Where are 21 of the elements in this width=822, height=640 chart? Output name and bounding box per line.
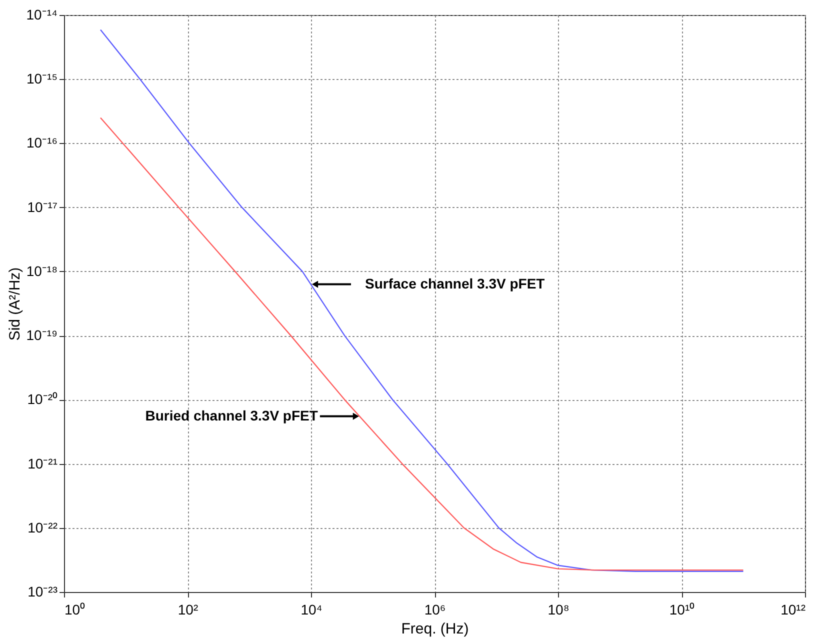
annotation: Buried channel 3.3V pFET	[145, 407, 318, 424]
annotation: Surface channel 3.3V pFET	[365, 275, 546, 292]
x-tick-label: 10⁸	[548, 602, 570, 618]
x-tick-label: 10²	[178, 602, 198, 618]
x-tick-label: 10¹²	[780, 602, 806, 618]
x-tick-label: 10¹⁰	[669, 602, 695, 618]
y-tick-label: 10⁻²¹	[28, 455, 58, 472]
y-axis-title: Sid (A²/Hz)	[6, 267, 24, 341]
y-tick-label: 10⁻¹⁵	[26, 70, 58, 87]
y-tick-label: 10⁻¹⁹	[26, 327, 58, 344]
y-tick-label: 10⁻²²	[28, 519, 58, 536]
y-tick-label: 10⁻¹⁴	[26, 6, 58, 22]
x-tick-label: 10⁴	[300, 602, 322, 618]
y-tick-label: 10⁻¹⁸	[26, 262, 58, 279]
x-axis-title: Freq. (Hz)	[401, 620, 469, 638]
x-tick-label: 10⁶	[424, 602, 446, 618]
y-tick-label: 10⁻¹⁷	[27, 198, 58, 215]
y-tick-label: 10⁻²⁰	[27, 391, 58, 408]
x-tick-label: 10⁰	[64, 602, 86, 618]
y-tick-label: 10⁻¹⁶	[26, 134, 58, 151]
y-tick-label: 10⁻²³	[28, 584, 58, 600]
